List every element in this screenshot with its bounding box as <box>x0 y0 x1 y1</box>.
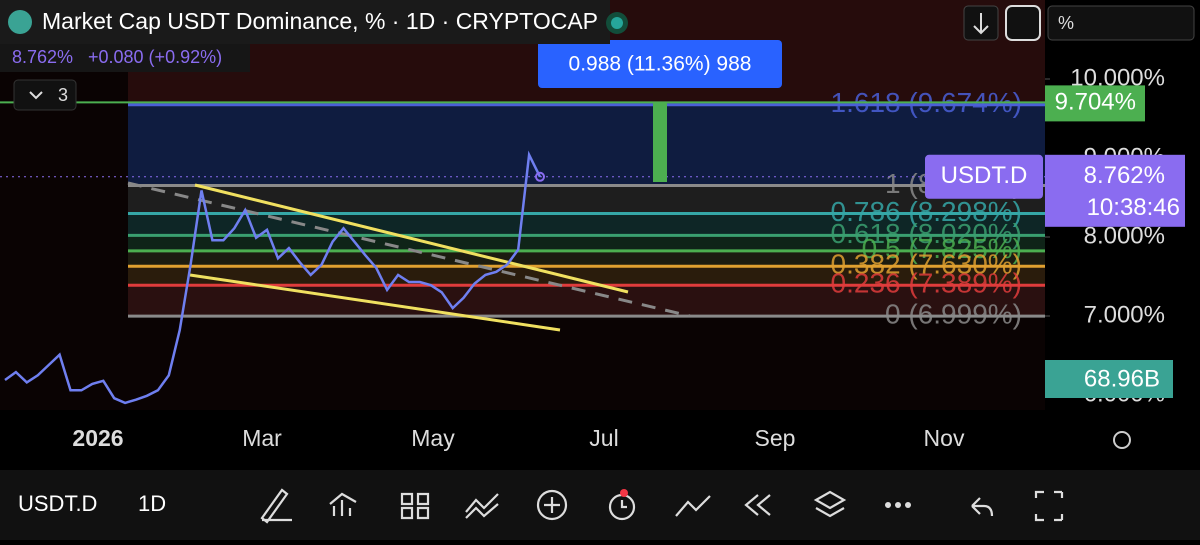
settings-icon[interactable] <box>1113 431 1131 449</box>
chevron <box>29 91 43 100</box>
add-icon[interactable] <box>536 489 568 521</box>
clock-hand <box>620 500 627 509</box>
countdown: 10:38:46 <box>1087 194 1180 221</box>
download-icon <box>973 13 989 35</box>
header-title: Market Cap USDT Dominance, % · 1D · CRYP… <box>42 8 598 34</box>
measure-label: 0.988 (11.36%) 988 <box>569 53 752 76</box>
fib-label: 0.236 (7.389%) <box>831 268 1022 299</box>
fib-zone <box>128 285 1045 317</box>
indicators-count: 3 <box>58 85 68 105</box>
templates-icon[interactable] <box>400 492 430 520</box>
toolbar-icons <box>260 488 1064 524</box>
header-price: 8.762% <box>12 47 73 67</box>
fullscreen-icon[interactable] <box>1034 490 1064 522</box>
more-dot <box>905 502 911 508</box>
more-dot <box>895 502 901 508</box>
compare-icon[interactable] <box>465 493 499 519</box>
last-point <box>535 171 545 182</box>
fib-zone <box>128 104 1045 186</box>
x-tick-label: Mar <box>242 425 282 451</box>
auto-scale-button[interactable] <box>1005 5 1041 41</box>
scale-mode-button[interactable] <box>1047 5 1195 41</box>
last-price-tag <box>1045 154 1185 227</box>
alert-tag <box>1045 85 1145 122</box>
channel-line <box>194 183 629 294</box>
indicators-icon[interactable] <box>329 492 357 516</box>
more-dot[interactable] <box>885 502 891 508</box>
y-tick-label: 8.000% <box>1084 222 1165 249</box>
x-tick-label: May <box>411 425 455 451</box>
fib-label: 0 (6.999%) <box>885 298 1022 329</box>
scale-mode: % <box>1058 13 1074 33</box>
header-bg <box>0 0 610 44</box>
fib-zone <box>128 266 1045 286</box>
price-line <box>4 150 542 405</box>
trend-line <box>127 181 691 318</box>
x-tick-label: Sep <box>755 425 796 451</box>
notification-dot <box>620 489 628 497</box>
fib-label: 0.618 (8.020%) <box>831 218 1022 249</box>
header-change: +0.080 (+0.92%) <box>88 47 222 67</box>
fib-zone <box>128 250 1045 267</box>
status-dot-inner <box>611 17 623 29</box>
measure-box <box>538 40 782 88</box>
channel-line <box>189 273 561 332</box>
toolbar <box>0 470 1200 540</box>
fib-zone <box>128 213 1045 236</box>
indicators-toggle[interactable] <box>13 79 77 111</box>
layers-icon[interactable] <box>813 490 847 518</box>
toolbar-interval[interactable]: 1D <box>138 491 166 516</box>
last-price-label: 8.762% <box>1084 162 1165 189</box>
x-tick-label: 2026 <box>72 425 123 451</box>
last-name: USDT.D <box>941 162 1028 189</box>
symbol-icon <box>8 10 32 34</box>
volume-tag <box>1045 360 1173 398</box>
measure-bar <box>653 102 667 182</box>
volume-tag-label: 68.96B <box>1084 365 1160 392</box>
plus <box>544 497 560 513</box>
fib-label: 0.786 (8.298%) <box>831 196 1022 227</box>
price-bg <box>0 44 250 72</box>
line-icon[interactable] <box>675 495 711 517</box>
fib-label: 0.5 (7.825%) <box>862 233 1022 264</box>
replay-icon[interactable] <box>744 494 771 516</box>
x-tick-label: Nov <box>924 425 965 451</box>
x-tick-label: Jul <box>589 425 618 451</box>
fib-zone <box>128 185 1045 214</box>
last-name-tag <box>925 154 1043 199</box>
y-tick-label: 7.000% <box>1084 301 1165 328</box>
toolbar-symbol[interactable]: USDT.D <box>18 491 97 516</box>
undo-icon[interactable] <box>971 497 994 517</box>
draw-icon[interactable] <box>260 488 292 524</box>
fib-label: 0.382 (7.630%) <box>831 249 1022 280</box>
alert-tag-label: 9.704% <box>1055 89 1136 116</box>
